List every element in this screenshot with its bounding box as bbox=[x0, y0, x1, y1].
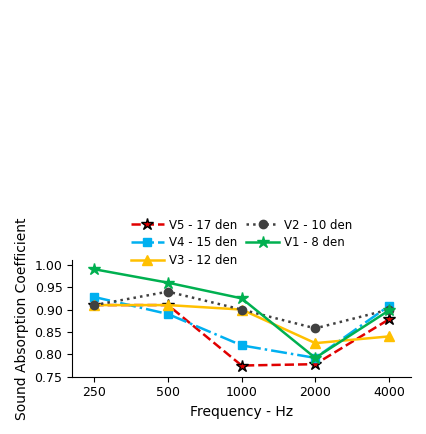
V2 - 10 den bbox=[92, 302, 97, 308]
Line: V1 - 8 den: V1 - 8 den bbox=[88, 263, 395, 364]
V5 - 17 den bbox=[386, 317, 391, 322]
Legend: V5 - 17 den, V4 - 15 den, V3 - 12 den, V2 - 10 den, V1 - 8 den: V5 - 17 den, V4 - 15 den, V3 - 12 den, V… bbox=[127, 215, 356, 270]
V4 - 15 den bbox=[239, 343, 244, 348]
X-axis label: Frequency - Hz: Frequency - Hz bbox=[190, 405, 293, 419]
V5 - 17 den bbox=[92, 302, 97, 308]
V1 - 8 den bbox=[313, 355, 318, 361]
V5 - 17 den bbox=[313, 362, 318, 367]
Y-axis label: Sound Absorption Coefficient: Sound Absorption Coefficient bbox=[15, 217, 29, 420]
V5 - 17 den bbox=[165, 302, 170, 308]
V3 - 12 den bbox=[92, 302, 97, 308]
Line: V3 - 12 den: V3 - 12 den bbox=[89, 300, 394, 348]
V1 - 8 den bbox=[386, 308, 391, 313]
V3 - 12 den bbox=[165, 302, 170, 308]
V1 - 8 den bbox=[239, 296, 244, 301]
V2 - 10 den bbox=[313, 326, 318, 331]
V3 - 12 den bbox=[313, 341, 318, 346]
V2 - 10 den bbox=[386, 307, 391, 312]
Line: V5 - 17 den: V5 - 17 den bbox=[88, 299, 395, 372]
Line: V2 - 10 den: V2 - 10 den bbox=[90, 287, 393, 332]
V4 - 15 den bbox=[313, 355, 318, 361]
V1 - 8 den bbox=[92, 266, 97, 272]
V4 - 15 den bbox=[386, 303, 391, 309]
V1 - 8 den bbox=[165, 280, 170, 285]
V3 - 12 den bbox=[239, 307, 244, 312]
V3 - 12 den bbox=[386, 334, 391, 339]
V4 - 15 den bbox=[165, 312, 170, 317]
Line: V4 - 15 den: V4 - 15 den bbox=[90, 293, 393, 362]
V2 - 10 den bbox=[239, 307, 244, 312]
V5 - 17 den bbox=[239, 363, 244, 368]
V4 - 15 den bbox=[92, 294, 97, 299]
V2 - 10 den bbox=[165, 289, 170, 294]
